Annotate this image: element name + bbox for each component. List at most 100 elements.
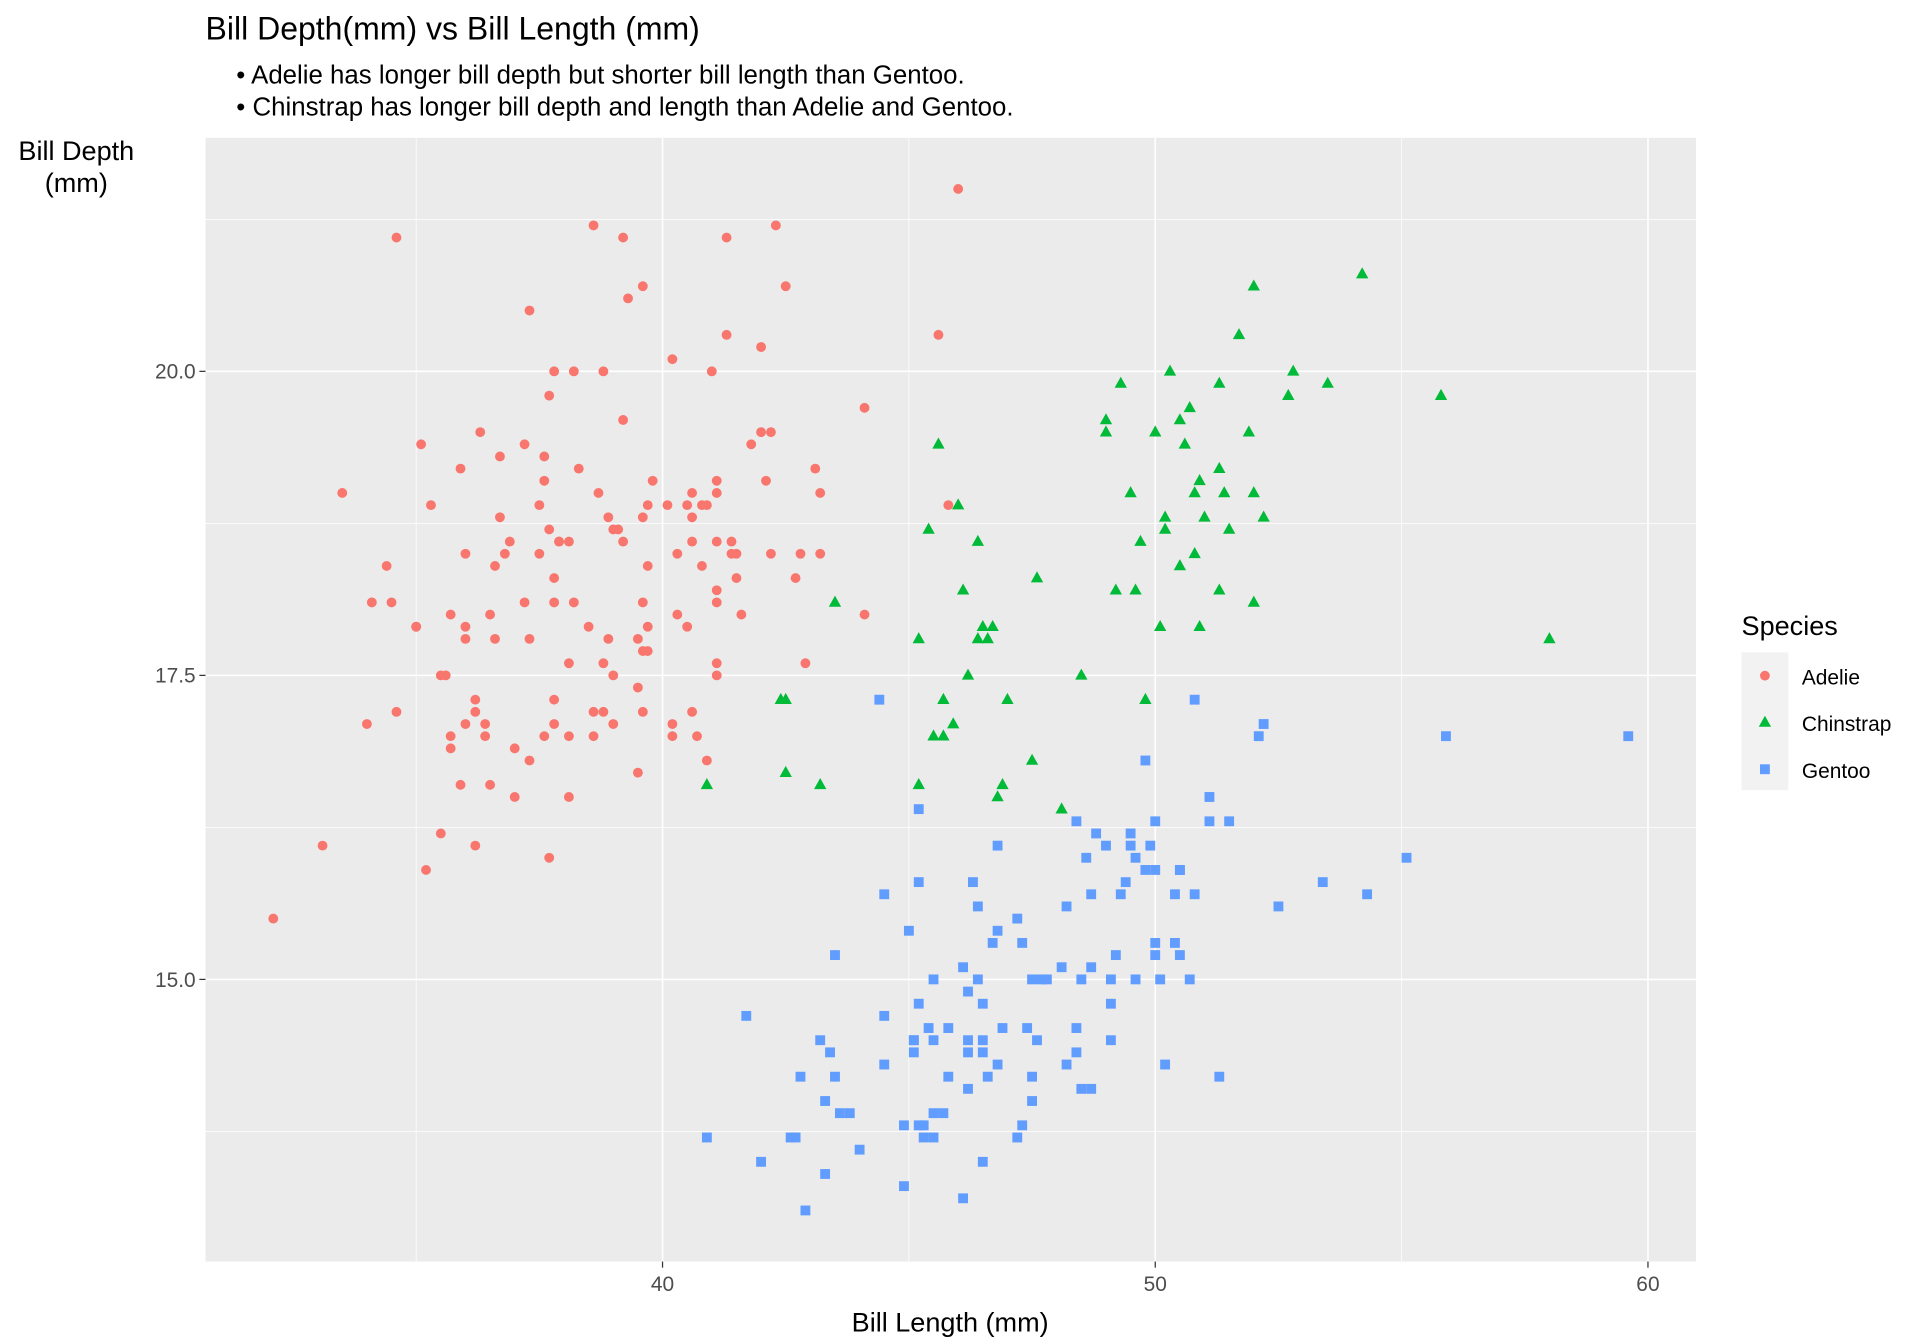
chinstrap-point	[1099, 413, 1113, 425]
chinstrap-point	[1055, 802, 1068, 814]
chinstrap-point	[1213, 376, 1226, 388]
adelie-point	[603, 633, 614, 644]
gentoo-point	[1184, 974, 1195, 985]
gentoo-point	[1081, 852, 1092, 863]
adelie-point	[460, 719, 471, 729]
chinstrap-point	[1025, 753, 1039, 765]
adelie-point	[460, 633, 471, 644]
gentoo-point	[879, 1010, 890, 1021]
gentoo-point	[908, 1047, 919, 1058]
adelie-point	[736, 609, 747, 620]
gentoo-point	[1170, 937, 1180, 948]
chinstrap-point	[981, 632, 994, 644]
gentoo-point	[854, 1144, 865, 1155]
adelie-point	[672, 548, 683, 559]
chart-subtitle-line-1: • Adelie has longer bill depth but short…	[236, 62, 964, 90]
chinstrap-point	[1173, 413, 1187, 425]
legend-label-gentoo: Gentoo	[1802, 760, 1871, 783]
gentoo-point	[874, 694, 885, 705]
chinstrap-point	[1356, 267, 1369, 279]
adelie-point	[583, 621, 594, 632]
gentoo-point	[820, 1169, 831, 1179]
adelie-point	[667, 731, 678, 742]
adelie-point	[490, 560, 500, 571]
adelie-point	[682, 621, 693, 632]
gentoo-point	[1071, 1023, 1082, 1033]
adelie-point	[647, 475, 658, 486]
gentoo-point	[1170, 889, 1180, 900]
gentoo-point	[913, 998, 924, 1009]
gentoo-point	[1105, 974, 1116, 985]
adelie-point	[770, 220, 781, 231]
gentoo-point	[1140, 755, 1151, 766]
chinstrap-point	[1075, 668, 1088, 680]
adelie-point	[588, 731, 599, 742]
adelie-point	[721, 329, 732, 340]
series-chinstrap	[700, 267, 1556, 814]
gentoo-point	[1086, 962, 1097, 973]
plot-panel	[205, 137, 1697, 1262]
legend-key-adelie	[1760, 670, 1770, 681]
gentoo-point	[977, 1035, 988, 1046]
adelie-point	[711, 585, 722, 596]
adelie-point	[499, 548, 510, 559]
x-tick-label: 60	[1636, 1273, 1659, 1296]
adelie-point	[637, 512, 648, 523]
chinstrap-point	[1158, 510, 1172, 522]
gentoo-point	[1317, 877, 1328, 888]
adelie-point	[485, 779, 496, 790]
gentoo-point	[992, 1059, 1003, 1070]
adelie-point	[687, 706, 698, 717]
legend-title: Species	[1742, 610, 1838, 641]
adelie-point	[563, 536, 574, 547]
adelie-point	[455, 463, 466, 474]
adelie-point	[563, 658, 574, 669]
adelie-point	[692, 731, 702, 742]
chinstrap-point	[1099, 425, 1113, 437]
adelie-point	[711, 597, 722, 608]
adelie-point	[859, 402, 870, 413]
adelie-point	[539, 475, 550, 486]
gentoo-point	[1076, 974, 1087, 985]
legend-key-chinstrap	[1758, 715, 1772, 727]
adelie-point	[445, 731, 456, 742]
adelie-point	[460, 621, 471, 632]
adelie-point	[475, 427, 486, 438]
axis-ticks: 40 50 60 15.0 17.5 20.0	[155, 361, 1660, 1296]
chinstrap-point	[779, 765, 792, 777]
chinstrap-point	[996, 778, 1009, 790]
adelie-point	[697, 500, 707, 511]
adelie-point	[697, 560, 707, 571]
adelie-point	[642, 621, 653, 632]
gentoo-point	[834, 1108, 845, 1119]
chinstrap-point	[1321, 376, 1334, 388]
adelie-point	[480, 731, 491, 742]
adelie-point	[568, 366, 579, 377]
gentoo-point	[701, 1132, 712, 1143]
gentoo-point	[1224, 816, 1235, 827]
gentoo-point	[844, 1108, 855, 1119]
adelie-point	[549, 366, 560, 377]
gentoo-point	[1017, 1120, 1028, 1131]
gentoo-point	[913, 804, 924, 815]
adelie-point	[598, 366, 609, 377]
gentoo-point	[943, 1071, 954, 1082]
chart-title: Bill Depth(mm) vs Bill Length (mm)	[206, 10, 700, 46]
chinstrap-point	[1247, 595, 1260, 607]
adelie-point	[485, 609, 496, 620]
chinstrap-point	[1183, 401, 1196, 413]
gentoo-point	[1273, 901, 1284, 912]
adelie-point	[642, 646, 653, 656]
adelie-point	[598, 658, 609, 669]
gentoo-point	[1145, 840, 1156, 851]
data-points	[268, 184, 1634, 1216]
chinstrap-point	[976, 619, 989, 632]
gentoo-point	[1174, 865, 1185, 875]
chinstrap-point	[912, 632, 925, 644]
adelie-point	[504, 536, 515, 547]
gentoo-point	[1362, 889, 1373, 900]
chinstrap-point	[1232, 328, 1246, 340]
adelie-point	[795, 548, 806, 559]
adelie-point	[637, 597, 648, 608]
legend-label-chinstrap: Chinstrap	[1802, 713, 1891, 736]
